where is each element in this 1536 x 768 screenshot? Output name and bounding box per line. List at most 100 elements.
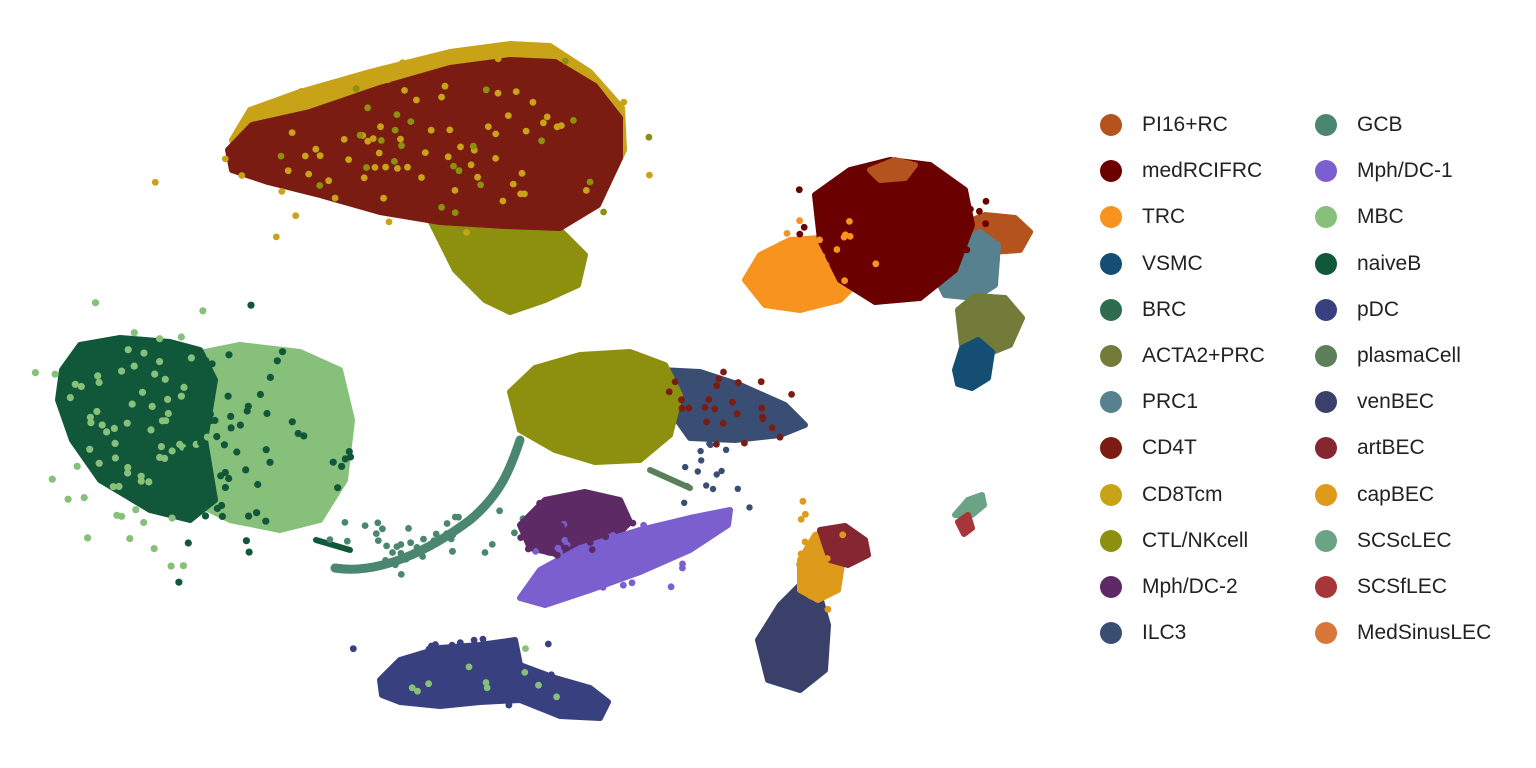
- legend-item: PI16+RC: [1100, 110, 1228, 140]
- legend-swatch: [1100, 298, 1122, 321]
- legend-item: GCB: [1315, 110, 1403, 140]
- points-cd4t: [665, 368, 795, 448]
- legend-item: SCSfLEC: [1315, 572, 1447, 602]
- legend-swatch: [1315, 483, 1337, 506]
- legend-item: ACTA2+PRC: [1100, 341, 1265, 371]
- legend-label: SCScLEC: [1357, 528, 1452, 552]
- legend-label: CD8Tcm: [1142, 482, 1223, 506]
- legend-item: Mph/DC-1: [1315, 156, 1453, 186]
- legend-swatch: [1100, 391, 1122, 414]
- legend-label: MedSinusLEC: [1357, 621, 1492, 645]
- legend-label: MBC: [1357, 205, 1404, 229]
- legend-item: CD8Tcm: [1100, 480, 1223, 510]
- legend-item: BRC: [1100, 295, 1186, 325]
- legend-swatch: [1315, 391, 1337, 414]
- cluster-venbec: [755, 582, 831, 693]
- legend-label: medRCIFRC: [1142, 159, 1263, 183]
- points-naiveb: [138, 301, 308, 586]
- legend-item: Mph/DC-2: [1100, 572, 1238, 602]
- legend-label: PRC1: [1142, 390, 1199, 414]
- points-capbec: [796, 497, 847, 613]
- legend-swatch: [1100, 114, 1122, 136]
- legend-item: plasmaCell: [1315, 341, 1461, 371]
- legend-item: ILC3: [1100, 618, 1186, 648]
- legend-label: CTL/NKcell: [1142, 528, 1249, 552]
- legend-label: TRC: [1142, 205, 1186, 229]
- legend-label: pDC: [1357, 297, 1400, 321]
- legend-item: SCScLEC: [1315, 526, 1452, 556]
- legend-label: PI16+RC: [1142, 113, 1228, 136]
- legend-label: venBEC: [1357, 390, 1435, 414]
- cluster-pdc: [377, 637, 611, 721]
- trail-gcb: [330, 435, 525, 574]
- legend-item: venBEC: [1315, 387, 1434, 417]
- legend-item: capBEC: [1315, 480, 1434, 510]
- legend-item: TRC: [1100, 202, 1185, 232]
- points-gcb: [326, 506, 553, 578]
- legend-label: Mph/DC-2: [1142, 575, 1238, 598]
- legend-label: GCB: [1357, 113, 1403, 136]
- trail-plasmacell: [647, 467, 693, 491]
- legend-item: PRC1: [1100, 387, 1198, 417]
- legend-item: CD4T: [1100, 433, 1197, 463]
- legend-swatch: [1100, 252, 1122, 275]
- legend-swatch: [1100, 576, 1122, 598]
- legend-swatch: [1100, 622, 1122, 645]
- points-trc: [778, 217, 880, 290]
- legend-label: Mph/DC-1: [1357, 159, 1453, 183]
- legend-item: VSMC: [1100, 249, 1203, 279]
- legend-swatch: [1100, 160, 1122, 183]
- legend-item: MBC: [1315, 202, 1404, 232]
- cluster-scsflec: [955, 512, 975, 537]
- legend-swatch: [1100, 206, 1122, 229]
- cluster-vsmc: [952, 337, 995, 391]
- legend-swatch: [1100, 437, 1122, 460]
- umap-scatter-plot: [31, 41, 1033, 721]
- legend-label: ILC3: [1142, 621, 1187, 645]
- legend-item: artBEC: [1315, 433, 1425, 463]
- legend-label: capBEC: [1357, 482, 1435, 506]
- legend-label: naiveB: [1357, 251, 1422, 275]
- points-mbc: [408, 645, 560, 701]
- cluster-ctl-nkcell: [427, 215, 588, 315]
- legend-swatch: [1100, 529, 1122, 552]
- legend-swatch: [1315, 576, 1337, 598]
- legend-item: medRCIFRC: [1100, 156, 1262, 186]
- legend-swatch: [1315, 622, 1337, 645]
- legend-swatch: [1315, 529, 1337, 552]
- legend-swatch: [1100, 345, 1122, 367]
- points-medrcifrc: [795, 176, 990, 276]
- cluster-pi16-rc: [867, 157, 918, 183]
- legend-swatch: [1315, 114, 1337, 136]
- legend-item: CTL/NKcell: [1100, 526, 1248, 556]
- legend-label: SCSfLEC: [1357, 575, 1447, 598]
- points-naiveb: [329, 448, 355, 492]
- legend-label: ACTA2+PRC: [1142, 344, 1265, 367]
- legend-label: plasmaCell: [1357, 344, 1461, 367]
- legend-label: VSMC: [1142, 251, 1203, 275]
- points-mbc: [31, 299, 211, 570]
- legend-item: pDC: [1315, 295, 1399, 325]
- trail-naiveb: [313, 537, 353, 553]
- legend-swatch: [1315, 160, 1337, 183]
- legend-swatch: [1315, 345, 1337, 367]
- points-ilc3: [681, 440, 753, 511]
- cluster-mph-dc-1: [517, 507, 733, 608]
- legend-item: naiveB: [1315, 249, 1421, 279]
- points-mph-dc-2: [517, 499, 637, 559]
- legend-item: MedSinusLEC: [1315, 618, 1491, 648]
- legend-swatch: [1315, 206, 1337, 229]
- legend-label: CD4T: [1142, 436, 1197, 460]
- cluster-scsclec: [952, 492, 987, 518]
- points-mph-dc-1: [532, 521, 686, 599]
- cluster-ctl-nkcell: [507, 349, 683, 465]
- legend-label: artBEC: [1357, 436, 1425, 460]
- points-pdc: [349, 635, 555, 709]
- cluster-cd4t: [225, 57, 623, 231]
- points-ctl-nkcell: [277, 57, 653, 217]
- points-cd8tcm: [151, 55, 653, 241]
- legend-swatch: [1315, 298, 1337, 321]
- legend-swatch: [1315, 252, 1337, 275]
- legend-swatch: [1315, 437, 1337, 460]
- legend-label: BRC: [1142, 297, 1187, 321]
